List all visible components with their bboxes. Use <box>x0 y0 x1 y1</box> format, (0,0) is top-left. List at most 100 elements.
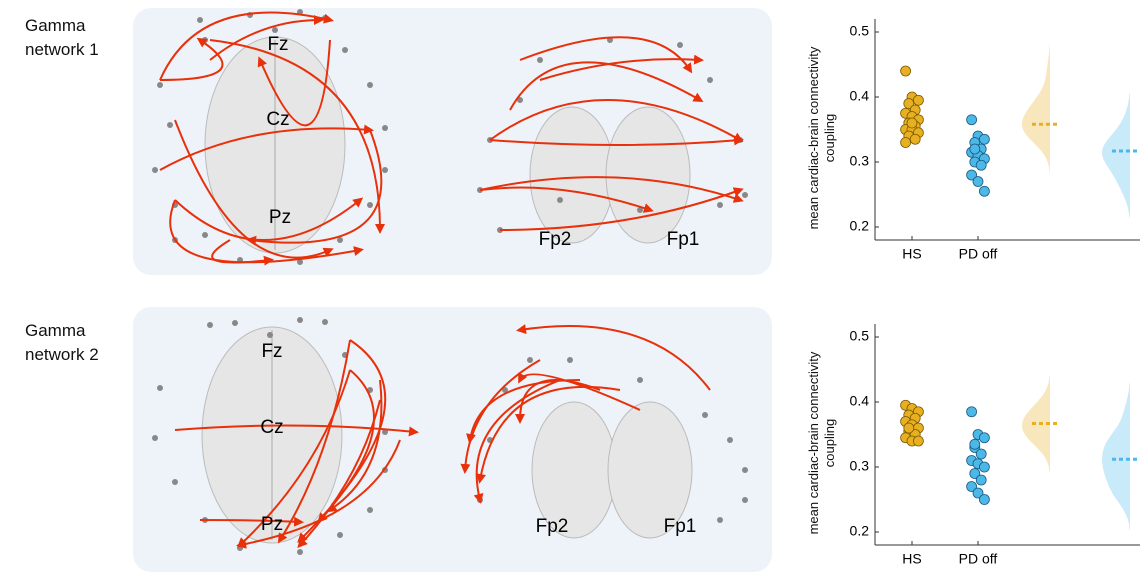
point <box>979 432 990 444</box>
x-tick-label: PD off <box>959 551 998 567</box>
electrode <box>367 82 373 88</box>
connection <box>460 359 541 474</box>
electrode-label: Fz <box>261 341 282 362</box>
connection <box>159 11 334 81</box>
electrode-label: Fp2 <box>539 229 572 250</box>
electrode <box>342 47 348 53</box>
connection <box>209 39 385 234</box>
electrode-label: Pz <box>269 207 291 228</box>
point <box>969 143 981 155</box>
connection <box>516 324 711 391</box>
connection <box>169 199 364 264</box>
brain-front-right <box>607 401 693 539</box>
y-tick-label: 0.2 <box>850 523 870 539</box>
electrode-label: Fp1 <box>667 229 700 250</box>
connection <box>479 186 654 213</box>
y-tick-label: 0.4 <box>850 393 870 409</box>
electrode <box>152 167 158 173</box>
point <box>979 185 990 197</box>
electrode-label: Cz <box>266 109 289 130</box>
electrode <box>742 467 748 473</box>
connection <box>174 424 419 437</box>
point <box>972 176 984 187</box>
point <box>966 406 977 418</box>
electrode-label: Fz <box>267 34 288 55</box>
electrode <box>237 545 243 551</box>
point <box>966 169 977 181</box>
point <box>979 133 990 145</box>
connection <box>515 379 601 424</box>
connection <box>489 99 744 142</box>
density <box>1102 92 1130 218</box>
y-axis-label: mean cardiac-brain connectivity coupling <box>806 46 837 230</box>
electrode <box>637 207 643 213</box>
connection <box>159 37 224 81</box>
point <box>969 438 981 450</box>
connection <box>257 39 331 127</box>
electrode <box>197 17 203 23</box>
y-tick-label: 0.5 <box>850 328 870 344</box>
connection <box>479 176 744 203</box>
electrode-label: Pz <box>261 514 283 535</box>
point <box>975 474 987 486</box>
connection <box>246 129 383 246</box>
connection <box>539 54 704 81</box>
connection <box>277 339 351 544</box>
point <box>975 159 987 171</box>
point <box>966 481 977 492</box>
electrode <box>717 202 723 208</box>
point <box>913 435 924 447</box>
y-tick-label: 0.3 <box>850 153 870 169</box>
connection <box>174 197 364 241</box>
connection <box>297 399 381 548</box>
electrode <box>272 27 278 33</box>
electrode <box>167 122 173 128</box>
brain-front-right <box>605 106 691 244</box>
connection <box>237 369 351 548</box>
electrode <box>157 385 163 391</box>
point <box>913 94 924 106</box>
electrode <box>232 320 238 326</box>
row-title: Gamma network 2 <box>25 321 99 364</box>
electrode <box>637 377 643 383</box>
electrode <box>502 387 508 393</box>
electrode <box>152 435 158 441</box>
electrode <box>382 429 388 435</box>
electrode <box>527 357 533 363</box>
connection <box>317 369 375 523</box>
point <box>966 114 977 126</box>
electrode <box>297 317 303 323</box>
point <box>903 422 915 434</box>
electrode <box>172 479 178 485</box>
electrode <box>322 319 328 325</box>
electrode <box>337 532 343 538</box>
connection <box>489 135 744 146</box>
electrode <box>207 322 213 328</box>
electrode <box>702 412 708 418</box>
electrode <box>382 167 388 173</box>
x-tick-label: HS <box>902 551 921 567</box>
electrode <box>367 507 373 513</box>
connection <box>159 124 374 171</box>
connection <box>236 439 401 549</box>
connection <box>499 187 744 231</box>
point <box>906 117 918 129</box>
electrode <box>267 332 273 338</box>
y-axis-label: mean cardiac-brain connectivity coupling <box>806 351 837 535</box>
connection <box>211 239 274 266</box>
point <box>979 461 990 473</box>
point <box>900 65 911 77</box>
electrode-label: Fp1 <box>664 516 697 537</box>
point <box>909 133 921 145</box>
electrode <box>297 259 303 265</box>
point <box>969 468 981 479</box>
electrode <box>677 42 683 48</box>
connection <box>209 15 324 61</box>
density <box>1102 382 1130 531</box>
electrode <box>717 517 723 523</box>
point <box>975 448 987 460</box>
connection <box>518 372 641 411</box>
connection <box>326 379 383 513</box>
point <box>903 98 915 109</box>
